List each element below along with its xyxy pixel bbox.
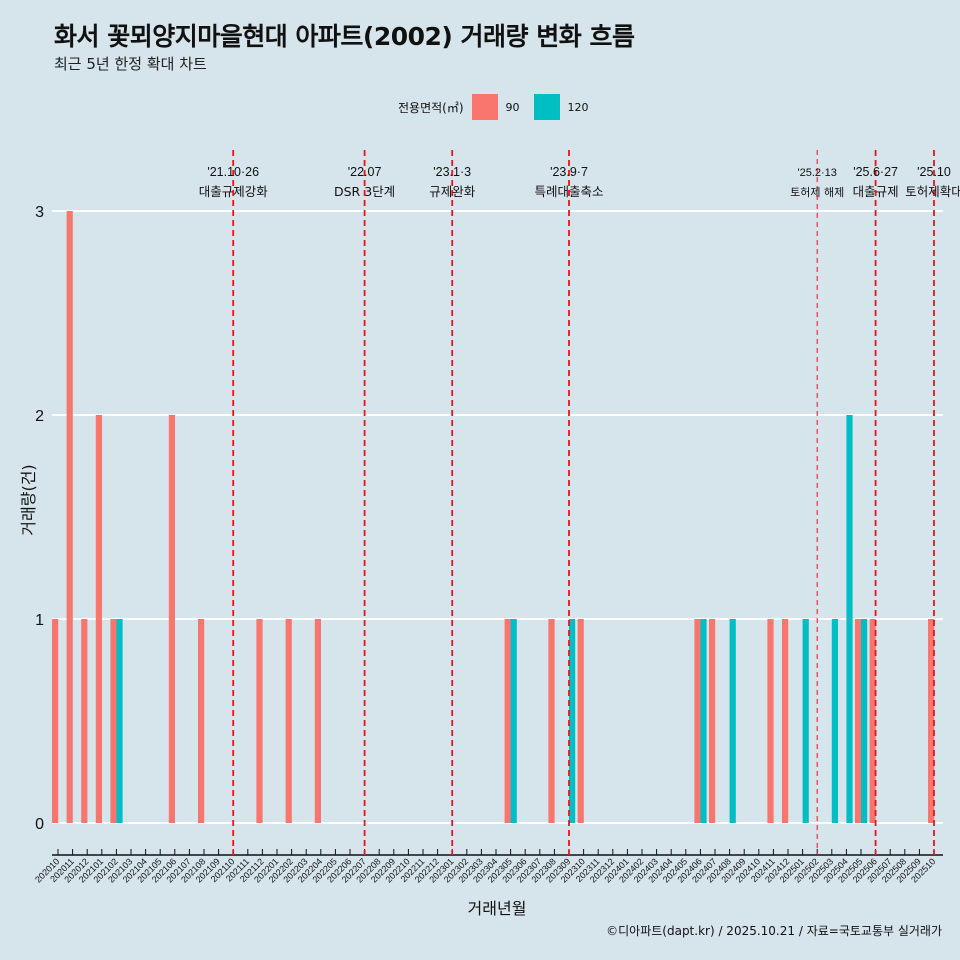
- event-date: '25.6·27: [853, 165, 898, 179]
- bar-90-202010: [52, 619, 59, 823]
- bar-90-202505: [855, 619, 862, 823]
- y-tick-label: 0: [35, 816, 44, 833]
- chart-title: 화서 꽃뫼양지마을현대 아파트(2002) 거래량 변화 흐름: [54, 22, 635, 51]
- caption: ©디아파트(dapt.kr) / 2025.10.21 / 자료=국토교통부 실…: [606, 924, 942, 938]
- x-axis-title: 거래년월: [468, 899, 527, 918]
- chart-subtitle: 최근 5년 한정 확대 차트: [54, 55, 207, 73]
- bar-120-202501: [802, 619, 809, 823]
- bar-90-202108: [198, 619, 205, 823]
- event-label: DSR 3단계: [334, 184, 395, 199]
- bar-90-202202: [285, 619, 292, 823]
- legend-swatch-90: [471, 94, 498, 120]
- event-date: '21.10·26: [207, 165, 259, 179]
- bar-120-202102: [116, 619, 123, 823]
- bar-90-202106: [168, 415, 175, 823]
- event-date: '23.1·3: [433, 165, 471, 179]
- bar-120-202503: [831, 619, 838, 823]
- event-label: 대출규제: [853, 184, 899, 199]
- y-axis-title: 거래량(건): [19, 464, 38, 535]
- bar-90-202102: [110, 619, 117, 823]
- y-tick-label: 2: [35, 408, 44, 425]
- event-date: '25.2·13: [797, 167, 836, 179]
- bar-90-202204: [314, 619, 321, 823]
- event-date: '23.9·7: [550, 165, 588, 179]
- bar-90-202510: [928, 619, 935, 823]
- legend-swatch-120: [533, 94, 560, 120]
- event-label: 특례대출축소: [534, 184, 603, 199]
- bar-90-202308: [548, 619, 555, 823]
- bar-90-202412: [782, 619, 789, 823]
- legend-title: 전용면적(㎡): [398, 100, 464, 115]
- bar-90-202506: [869, 619, 876, 823]
- bar-90-202305: [504, 619, 511, 823]
- bar-120-202406: [700, 619, 707, 823]
- bar-120-202504: [846, 415, 853, 823]
- bar-120-202309: [569, 619, 576, 823]
- bar-90-202310: [577, 619, 584, 823]
- bar-120-202305: [510, 619, 517, 823]
- legend-label-120: 120: [567, 100, 589, 114]
- legend: 전용면적(㎡) 90 120: [398, 94, 595, 120]
- legend-label-90: 90: [505, 100, 520, 114]
- y-tick-label: 1: [35, 612, 44, 629]
- bar-90-202012: [81, 619, 88, 823]
- event-label: 대출규제강화: [199, 184, 269, 199]
- bar-90-202112: [256, 619, 263, 823]
- event-date: '22.07: [348, 165, 382, 179]
- event-label: 규제완화: [429, 184, 476, 199]
- event-label: 토허제확대: [905, 184, 960, 199]
- bar-120-202408: [729, 619, 736, 823]
- bar-90-202407: [709, 619, 716, 823]
- bar-120-202505: [861, 619, 868, 823]
- bar-90-202011: [66, 211, 73, 823]
- bar-90-202101: [95, 415, 102, 823]
- event-label: 토허제 해제: [790, 185, 844, 199]
- y-tick-label: 3: [35, 204, 44, 221]
- event-date: '25.10: [917, 165, 951, 179]
- bar-90-202411: [767, 619, 774, 823]
- bar-90-202406: [694, 619, 701, 823]
